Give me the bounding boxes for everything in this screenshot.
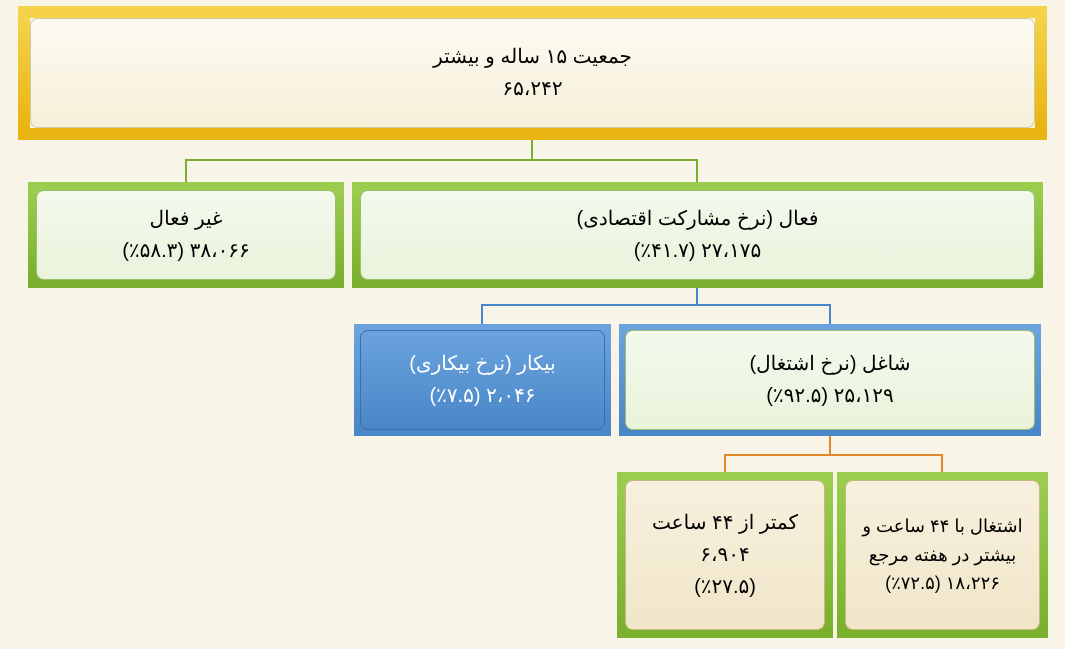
employed-title: شاغل (نرخ اشتغال) [749, 348, 910, 380]
node-employed: شاغل (نرخ اشتغال) ۲۵،۱۲۹ (٪۹۲.۵) [625, 330, 1035, 430]
lt44-line2: ۶،۹۰۴ [700, 539, 749, 571]
node-inactive: غیر فعال ۳۸،۰۶۶ (٪۵۸.۳) [36, 190, 336, 280]
active-title: فعال (نرخ مشارکت اقتصادی) [577, 203, 819, 235]
ge44-line1: اشتغال با ۴۴ ساعت و بیشتر در هفته مرجع [858, 512, 1027, 570]
root-title: جمعیت ۱۵ ساله و بیشتر [433, 41, 632, 73]
root-value: ۶۵،۲۴۲ [502, 73, 562, 105]
employed-value: ۲۵،۱۲۹ (٪۹۲.۵) [766, 380, 894, 412]
lt44-line3: (٪۲۷.۵) [694, 571, 756, 603]
ge44-line2: ۱۸،۲۲۶ (٪۷۲.۵) [885, 569, 1000, 598]
active-value: ۲۷،۱۷۵ (٪۴۱.۷) [634, 235, 762, 267]
node-ge44: اشتغال با ۴۴ ساعت و بیشتر در هفته مرجع ۱… [845, 480, 1040, 630]
node-lt44: کمتر از ۴۴ ساعت ۶،۹۰۴ (٪۲۷.۵) [625, 480, 825, 630]
lt44-line1: کمتر از ۴۴ ساعت [652, 507, 798, 539]
node-unemployed: بیکار (نرخ بیکاری) ۲،۰۴۶ (٪۷.۵) [360, 330, 605, 430]
inactive-title: غیر فعال [150, 203, 223, 235]
unemployed-value: ۲،۰۴۶ (٪۷.۵) [429, 380, 535, 412]
node-root: جمعیت ۱۵ ساله و بیشتر ۶۵،۲۴۲ [30, 18, 1035, 128]
node-active: فعال (نرخ مشارکت اقتصادی) ۲۷،۱۷۵ (٪۴۱.۷) [360, 190, 1035, 280]
unemployed-title: بیکار (نرخ بیکاری) [409, 348, 555, 380]
inactive-value: ۳۸،۰۶۶ (٪۵۸.۳) [122, 235, 250, 267]
